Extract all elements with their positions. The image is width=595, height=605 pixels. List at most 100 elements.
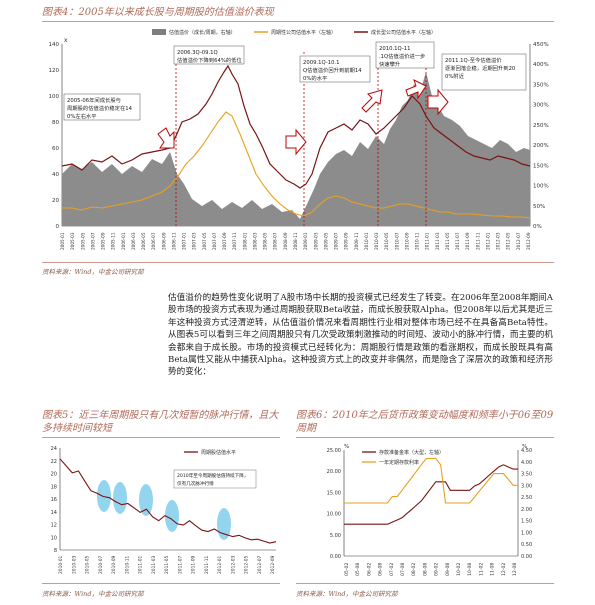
x-tick-label: 2012-03 <box>496 232 501 250</box>
fig4-premium-area <box>62 72 530 226</box>
x-tick-label: 2007-11 <box>232 232 237 250</box>
x-tick-label: 2011-01 <box>138 555 144 574</box>
fig6-deposit-rate-line <box>344 457 518 504</box>
fig6-rrr-line <box>344 464 518 525</box>
y-tick-label: 60 <box>52 146 59 152</box>
x-tick-label: 2007-07 <box>212 232 217 250</box>
x-tick-label: 2006-11 <box>171 232 176 250</box>
fig4-arrows <box>157 79 449 156</box>
y-tick-label: 5.00 <box>330 533 341 539</box>
x-tick-label: 2010-11 <box>415 232 420 250</box>
fig6-bottom-rule <box>296 583 554 584</box>
x-tick-label: 2011-11 <box>475 232 480 250</box>
fig4-growth-line <box>61 64 531 189</box>
svg-text:周期性公司估值水平（左轴）: 周期性公司估值水平（左轴） <box>271 29 336 36</box>
fig5-chart: 周期股估值水平 24 22 20 18 16 14 12 10 8 2010年至今周期股估值持续… <box>51 446 277 574</box>
y-tick-label: 100 <box>49 94 60 100</box>
y2-tick-label: 1.00 <box>521 530 532 536</box>
x-tick-label: 2011-09 <box>191 555 197 574</box>
y2-tick-label: 200% <box>533 143 549 149</box>
x-tick-label: 05-08 <box>355 563 361 576</box>
fig5-title: 图表5：近三年周期股只有几次短暂的脉冲行情，且大多持续时间较短 <box>42 410 279 434</box>
x-tick-label: 10-02 <box>456 563 462 576</box>
x-tick-label: 2008-05 <box>263 232 268 250</box>
x-tick-label: 2008-01 <box>242 232 247 250</box>
y-tick-label: 25.00 <box>327 448 341 454</box>
svg-text:%: % <box>344 444 349 450</box>
svg-text:0%附近: 0%附近 <box>445 72 465 80</box>
fig5-pulse-highlights <box>97 480 231 540</box>
x-tick-label: 2008-03 <box>252 232 257 250</box>
fig4-source: 资料来源：Wind，中金公司研究部 <box>42 268 144 276</box>
x-tick-label: 2006-09 <box>161 232 166 250</box>
y2-tick-label: 250% <box>533 123 549 129</box>
x-tick-label: 2011-05 <box>445 232 450 250</box>
x-tick-label: 2005-09 <box>101 232 106 250</box>
fig4-legend: 估值溢价（成长/周期，右轴） 周期性公司估值水平（左轴） 成长型公司估值水平（左… <box>152 29 436 36</box>
svg-text:周期股的估值溢价稳定在14: 周期股的估值溢价稳定在14 <box>67 104 133 112</box>
fig6-source: 资料来源：Wind，中金公司研究部 <box>296 590 398 598</box>
x-tick-label: 2010-01 <box>364 232 369 250</box>
fig6-top-rule <box>296 437 554 438</box>
svg-text:存款准备金率（大型，左轴）: 存款准备金率（大型，左轴） <box>379 449 444 456</box>
x-tick-label: 2012-05 <box>244 555 250 574</box>
x-tick-label: 10-08 <box>467 563 473 576</box>
x-tick-label: 2007-05 <box>202 232 207 250</box>
y-tick-label: 18 <box>51 484 57 490</box>
svg-text:2011.1Q-至今估值溢价: 2011.1Q-至今估值溢价 <box>445 56 502 64</box>
x-tick-label: 2005-01 <box>60 232 65 250</box>
x-tick-label: 2010-01 <box>58 555 64 574</box>
x-tick-label: 2009-11 <box>354 232 359 250</box>
x-tick-label: 2010-07 <box>98 555 104 574</box>
x-tick-label: 08-08 <box>422 563 428 576</box>
svg-text:2010.1Q-11: 2010.1Q-11 <box>379 46 411 52</box>
x-tick-label: 2012-07 <box>257 555 263 574</box>
x-tick-label: 2007-01 <box>182 232 187 250</box>
svg-text:Q估值溢价回升到前期14: Q估值溢价回升到前期14 <box>303 66 362 74</box>
y-tick-label: 14 <box>51 510 57 516</box>
x-tick-label: 2011-01 <box>425 232 430 250</box>
x-tick-label: 2012-01 <box>485 232 490 250</box>
fig6-title: 图表6：2010年之后货币政策变动幅度和频率小于06至09周期 <box>296 410 554 434</box>
y-tick-label: 0.00 <box>330 554 341 560</box>
x-tick-label: 2010-09 <box>404 232 409 250</box>
y-tick-label: 20 <box>52 198 59 204</box>
x-tick-label: 2012-09 <box>526 232 531 250</box>
y2-tick-label: 0.00 <box>521 554 532 560</box>
fig5-bottom-rule <box>42 583 280 584</box>
x-tick-label: 2005-05 <box>80 232 85 250</box>
x-tick-label: 2009-01 <box>303 232 308 250</box>
x-tick-label: 09-02 <box>434 563 440 576</box>
y2-tick-label: 50% <box>533 204 545 210</box>
x-tick-label: 2005-07 <box>90 232 95 250</box>
x-tick-label: 2009-09 <box>344 232 349 250</box>
svg-text:仅有几次脉冲行情: 仅有几次脉冲行情 <box>177 480 214 487</box>
x-tick-label: 2006-01 <box>121 232 126 250</box>
svg-text:0%左右水平: 0%左右水平 <box>67 112 97 120</box>
x-tick-label: 2010-07 <box>394 232 399 250</box>
x-tick-label: 2012-09 <box>270 555 276 574</box>
y-tick-label: 0 <box>56 224 60 230</box>
svg-text:2009.1Q-10.1: 2009.1Q-10.1 <box>303 60 340 66</box>
x-tick-label: 08-02 <box>411 563 417 576</box>
svg-text:逐渐回落企稳，近期回升到20: 逐渐回落企稳，近期回升到20 <box>445 64 516 72</box>
svg-text:%: % <box>522 444 527 450</box>
fig6-chart: % % 存款准备金率（大型，左轴） 一年定期存款利率 25.00 20.00 15.… <box>327 444 532 576</box>
x-tick-label: 2010-05 <box>384 232 389 250</box>
fig4-cyclical-line <box>62 111 531 219</box>
x-tick-label: 2011-03 <box>151 555 157 574</box>
fig5-cyclical-line <box>59 458 277 544</box>
fig5-legend: 周期股估值水平 <box>184 449 236 456</box>
fig5-annotation: 2010年至今周期股估值持续下降， 仅有几次脉冲行情 <box>173 469 257 489</box>
x-tick-label: 2006-07 <box>151 232 156 250</box>
y-tick-label: 8 <box>54 548 57 554</box>
svg-text:2010年至今周期股估值持续下降，: 2010年至今周期股估值持续下降， <box>177 472 248 479</box>
x-tick-label: 2008-09 <box>283 232 288 250</box>
x-tick-label: 2010-09 <box>111 555 117 574</box>
y2-tick-label: 350% <box>533 82 549 88</box>
